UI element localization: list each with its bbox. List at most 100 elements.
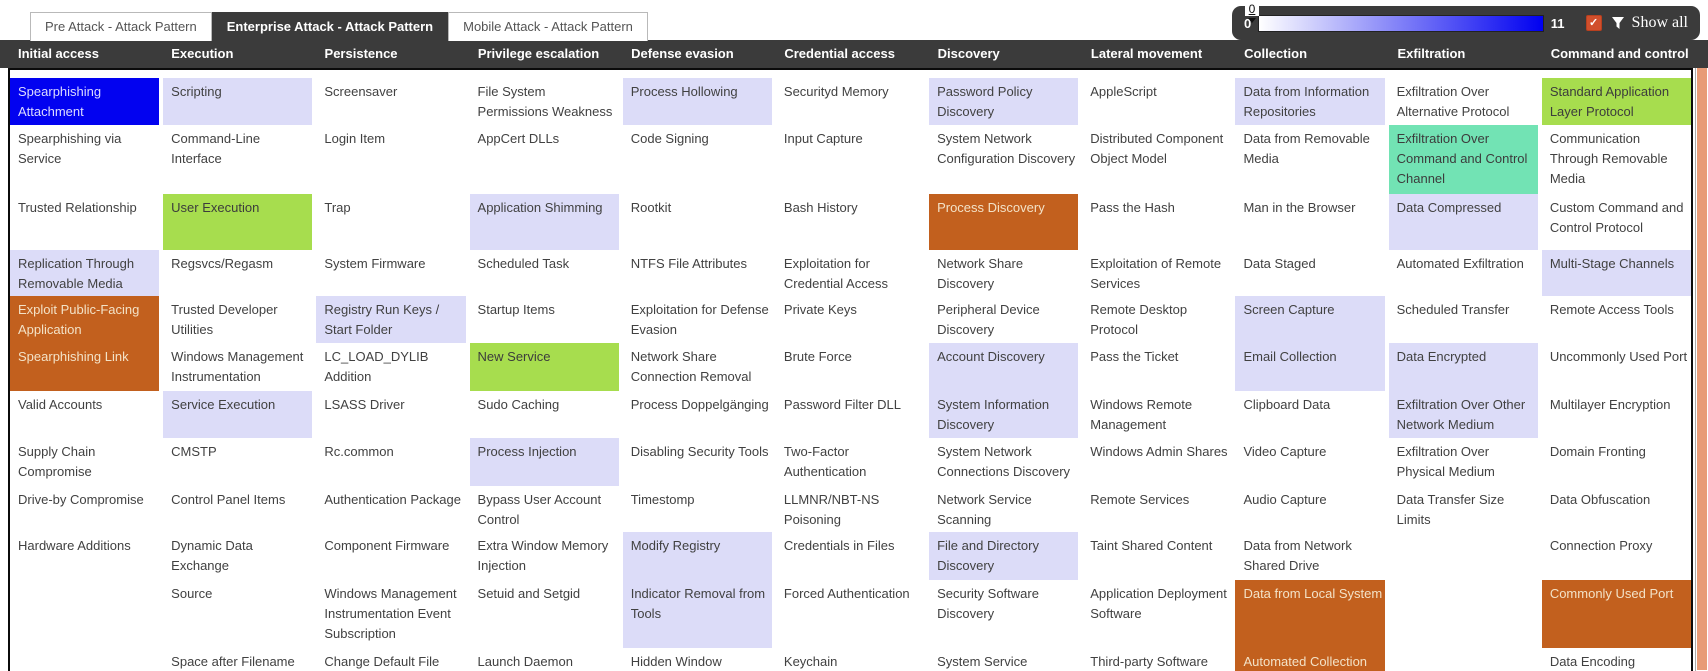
technique-cell-windows-remote-management[interactable]: Windows Remote Management — [1090, 397, 1193, 432]
technique-cell-data-from-removable-media[interactable]: Data from Removable Media — [1243, 131, 1370, 166]
technique-cell-user-execution[interactable]: User Execution — [163, 194, 313, 250]
technique-cell-credentials-in-files[interactable]: Credentials in Files — [783, 538, 895, 553]
technique-cell-spearphishing-attachment[interactable]: Spearphishing Attachment — [10, 78, 160, 125]
technique-cell-screen-capture[interactable]: Screen Capture — [1235, 296, 1385, 343]
technique-cell-screensaver[interactable]: Screensaver — [324, 84, 398, 99]
technique-cell-new-service[interactable]: New Service — [469, 343, 619, 391]
technique-cell-bash-history[interactable]: Bash History — [783, 200, 858, 215]
technique-cell-application-shimming[interactable]: Application Shimming — [469, 194, 619, 250]
technique-cell-video-capture[interactable]: Video Capture — [1243, 444, 1327, 459]
technique-cell-application-deployment-software[interactable]: Application Deployment Software — [1090, 586, 1227, 621]
technique-cell-timestomp[interactable]: Timestomp — [630, 492, 695, 507]
technique-cell-change-default-file-association[interactable]: Change Default File Association — [324, 654, 440, 669]
technique-cell-process-injection[interactable]: Process Injection — [469, 438, 619, 486]
technique-cell-remote-desktop-protocol[interactable]: Remote Desktop Protocol — [1090, 302, 1188, 337]
technique-cell-trusted-relationship[interactable]: Trusted Relationship — [18, 200, 137, 215]
technique-cell-pass-the-hash[interactable]: Pass the Hash — [1090, 200, 1175, 215]
technique-cell-bypass-user-account-control[interactable]: Bypass User Account Control — [477, 492, 602, 527]
technique-cell-spearphishing-via-service[interactable]: Spearphishing via Service — [18, 131, 122, 166]
gradient-bar[interactable] — [1258, 14, 1544, 32]
technique-cell-network-share-discovery[interactable]: Network Share Discovery — [937, 256, 1024, 291]
technique-cell-exploitation-for-defense-evasion[interactable]: Exploitation for Defense Evasion — [630, 302, 769, 337]
scrollbar-thumb[interactable] — [1697, 43, 1707, 670]
gradient-slider-handle[interactable]: 0 — [1243, 0, 1261, 23]
technique-cell-regsvcs-regasm[interactable]: Regsvcs/Regasm — [171, 256, 274, 271]
technique-cell-spearphishing-link[interactable]: Spearphishing Link — [10, 343, 160, 391]
technique-cell-distributed-component-object-model[interactable]: Distributed Component Object Model — [1090, 131, 1224, 166]
technique-cell-sudo-caching[interactable]: Sudo Caching — [477, 397, 560, 412]
technique-cell-pass-the-ticket[interactable]: Pass the Ticket — [1090, 349, 1179, 364]
technique-cell-hidden-window[interactable]: Hidden Window — [630, 654, 722, 669]
technique-cell-taint-shared-content[interactable]: Taint Shared Content — [1090, 538, 1213, 553]
technique-cell-process-hollowing[interactable]: Process Hollowing — [622, 78, 772, 125]
technique-cell-data-compressed[interactable]: Data Compressed — [1388, 194, 1538, 250]
technique-cell-automated-exfiltration[interactable]: Automated Exfiltration — [1396, 256, 1524, 271]
technique-cell-system-network-connections-discovery[interactable]: System Network Connections Discovery — [937, 444, 1071, 479]
technique-cell-trusted-developer-utilities[interactable]: Trusted Developer Utilities — [171, 302, 278, 337]
technique-cell-securityd-memory[interactable]: Securityd Memory — [783, 84, 889, 99]
technique-cell-windows-management-instrumentation[interactable]: Windows Management Instrumentation — [171, 349, 304, 384]
technique-cell-cmstp[interactable]: CMSTP — [171, 444, 217, 459]
technique-cell-llmnr-nbt-ns-poisoning[interactable]: LLMNR/NBT-NS Poisoning — [783, 492, 880, 527]
technique-cell-service-execution[interactable]: Service Execution — [163, 391, 313, 438]
technique-cell-indicator-removal-from-tools[interactable]: Indicator Removal from Tools — [622, 580, 772, 648]
technique-cell-uncommonly-used-port[interactable]: Uncommonly Used Port — [1549, 349, 1688, 364]
technique-cell-password-filter-dll[interactable]: Password Filter DLL — [783, 397, 901, 412]
technique-cell-data-obfuscation[interactable]: Data Obfuscation — [1549, 492, 1651, 507]
technique-cell-exfiltration-over-alternative-protocol[interactable]: Exfiltration Over Alternative Protocol — [1396, 84, 1510, 119]
technique-cell-exfiltration-over-physical-medium[interactable]: Exfiltration Over Physical Medium — [1396, 444, 1495, 479]
technique-cell-system-information-discovery[interactable]: System Information Discovery — [929, 391, 1079, 438]
technique-cell-two-factor-authentication-interception[interactable]: Two-Factor Authentication Interception — [783, 444, 867, 486]
technique-cell-code-signing[interactable]: Code Signing — [630, 131, 709, 146]
technique-cell-registry-run-keys-start-folder[interactable]: Registry Run Keys / Start Folder — [316, 296, 466, 343]
technique-cell-extra-window-memory-injection[interactable]: Extra Window Memory Injection — [477, 538, 609, 573]
technique-cell-launch-daemon[interactable]: Launch Daemon — [477, 654, 573, 669]
technique-cell-exploit-public-facing-application[interactable]: Exploit Public-Facing Application — [10, 296, 160, 343]
technique-cell-scheduled-transfer[interactable]: Scheduled Transfer — [1396, 302, 1510, 317]
technique-cell-exfiltration-over-other-network-medium[interactable]: Exfiltration Over Other Network Medium — [1388, 391, 1538, 438]
technique-cell-trap[interactable]: Trap — [324, 200, 351, 215]
technique-cell-man-in-the-browser[interactable]: Man in the Browser — [1243, 200, 1356, 215]
technique-cell-disabling-security-tools[interactable]: Disabling Security Tools — [630, 444, 769, 459]
technique-cell-email-collection[interactable]: Email Collection — [1235, 343, 1385, 391]
technique-cell-audio-capture[interactable]: Audio Capture — [1243, 492, 1327, 507]
technique-cell-login-item[interactable]: Login Item — [324, 131, 386, 146]
technique-cell-system-network-configuration-discovery[interactable]: System Network Configuration Discovery — [937, 131, 1076, 166]
technique-cell-data-from-information-repositories[interactable]: Data from Information Repositories — [1235, 78, 1385, 125]
technique-cell-windows-admin-shares[interactable]: Windows Admin Shares — [1090, 444, 1228, 459]
technique-cell-multi-stage-channels[interactable]: Multi-Stage Channels — [1541, 250, 1691, 296]
technique-cell-file-system-permissions-weakness[interactable]: File System Permissions Weakness — [477, 84, 613, 119]
technique-cell-network-share-connection-removal[interactable]: Network Share Connection Removal — [630, 349, 752, 384]
technique-cell-communication-through-removable-media[interactable]: Communication Through Removable Media — [1549, 131, 1668, 186]
technique-cell-peripheral-device-discovery[interactable]: Peripheral Device Discovery — [937, 302, 1040, 337]
technique-cell-applescript[interactable]: AppleScript — [1090, 84, 1157, 99]
technique-cell-process-doppelg-nging[interactable]: Process Doppelgänging — [630, 397, 769, 412]
technique-cell-rc-common[interactable]: Rc.common — [324, 444, 394, 459]
technique-cell-keychain[interactable]: Keychain — [783, 654, 838, 669]
tab-enterprise-attack-attack-pattern[interactable]: Enterprise Attack - Attack Pattern — [211, 12, 449, 41]
vertical-scrollbar[interactable] — [1695, 42, 1708, 671]
technique-cell-system-firmware[interactable]: System Firmware — [324, 256, 426, 271]
technique-cell-custom-command-and-control-protocol[interactable]: Custom Command and Control Protocol — [1549, 200, 1684, 235]
technique-cell-data-staged[interactable]: Data Staged — [1243, 256, 1316, 271]
technique-cell-data-from-network-shared-drive[interactable]: Data from Network Shared Drive — [1243, 538, 1352, 573]
technique-cell-automated-collection[interactable]: Automated Collection — [1235, 648, 1385, 671]
technique-cell-data-encoding[interactable]: Data Encoding — [1549, 654, 1636, 669]
technique-cell-private-keys[interactable]: Private Keys — [783, 302, 857, 317]
technique-cell-commonly-used-port[interactable]: Commonly Used Port — [1541, 580, 1691, 648]
technique-cell-system-service-discovery[interactable]: System Service Discovery — [937, 654, 1028, 669]
technique-cell-remote-access-tools[interactable]: Remote Access Tools — [1549, 302, 1674, 317]
show-all-checkbox[interactable]: ✓ — [1585, 15, 1602, 31]
technique-cell-exploitation-of-remote-services[interactable]: Exploitation of Remote Services — [1090, 256, 1222, 291]
technique-cell-control-panel-items[interactable]: Control Panel Items — [171, 492, 286, 507]
show-all-label[interactable]: Show all — [1631, 14, 1688, 31]
technique-cell-lsass-driver[interactable]: LSASS Driver — [324, 397, 405, 412]
technique-cell-ntfs-file-attributes[interactable]: NTFS File Attributes — [630, 256, 748, 271]
technique-cell-exfiltration-over-command-and-control-channel[interactable]: Exfiltration Over Command and Control Ch… — [1388, 125, 1538, 194]
technique-cell-network-service-scanning[interactable]: Network Service Scanning — [937, 492, 1032, 527]
technique-cell-dynamic-data-exchange[interactable]: Dynamic Data Exchange — [171, 538, 253, 573]
technique-cell-scheduled-task[interactable]: Scheduled Task — [477, 256, 570, 271]
technique-cell-valid-accounts[interactable]: Valid Accounts — [18, 397, 103, 412]
technique-cell-forced-authentication[interactable]: Forced Authentication — [783, 586, 910, 601]
tab-mobile-attack-attack-pattern[interactable]: Mobile Attack - Attack Pattern — [448, 12, 648, 41]
